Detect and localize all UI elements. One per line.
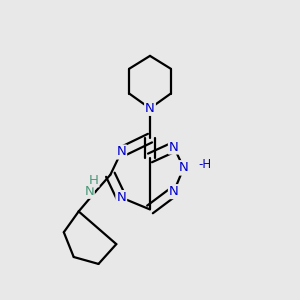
Text: N: N <box>84 185 94 198</box>
Text: N: N <box>179 161 189 174</box>
Text: N: N <box>169 140 179 154</box>
Text: N: N <box>169 185 179 198</box>
Text: N: N <box>116 191 126 204</box>
Text: H: H <box>89 174 99 187</box>
Text: -H: -H <box>199 158 212 171</box>
Text: N: N <box>145 102 155 115</box>
Text: N: N <box>116 146 126 158</box>
Text: N: N <box>179 161 189 174</box>
